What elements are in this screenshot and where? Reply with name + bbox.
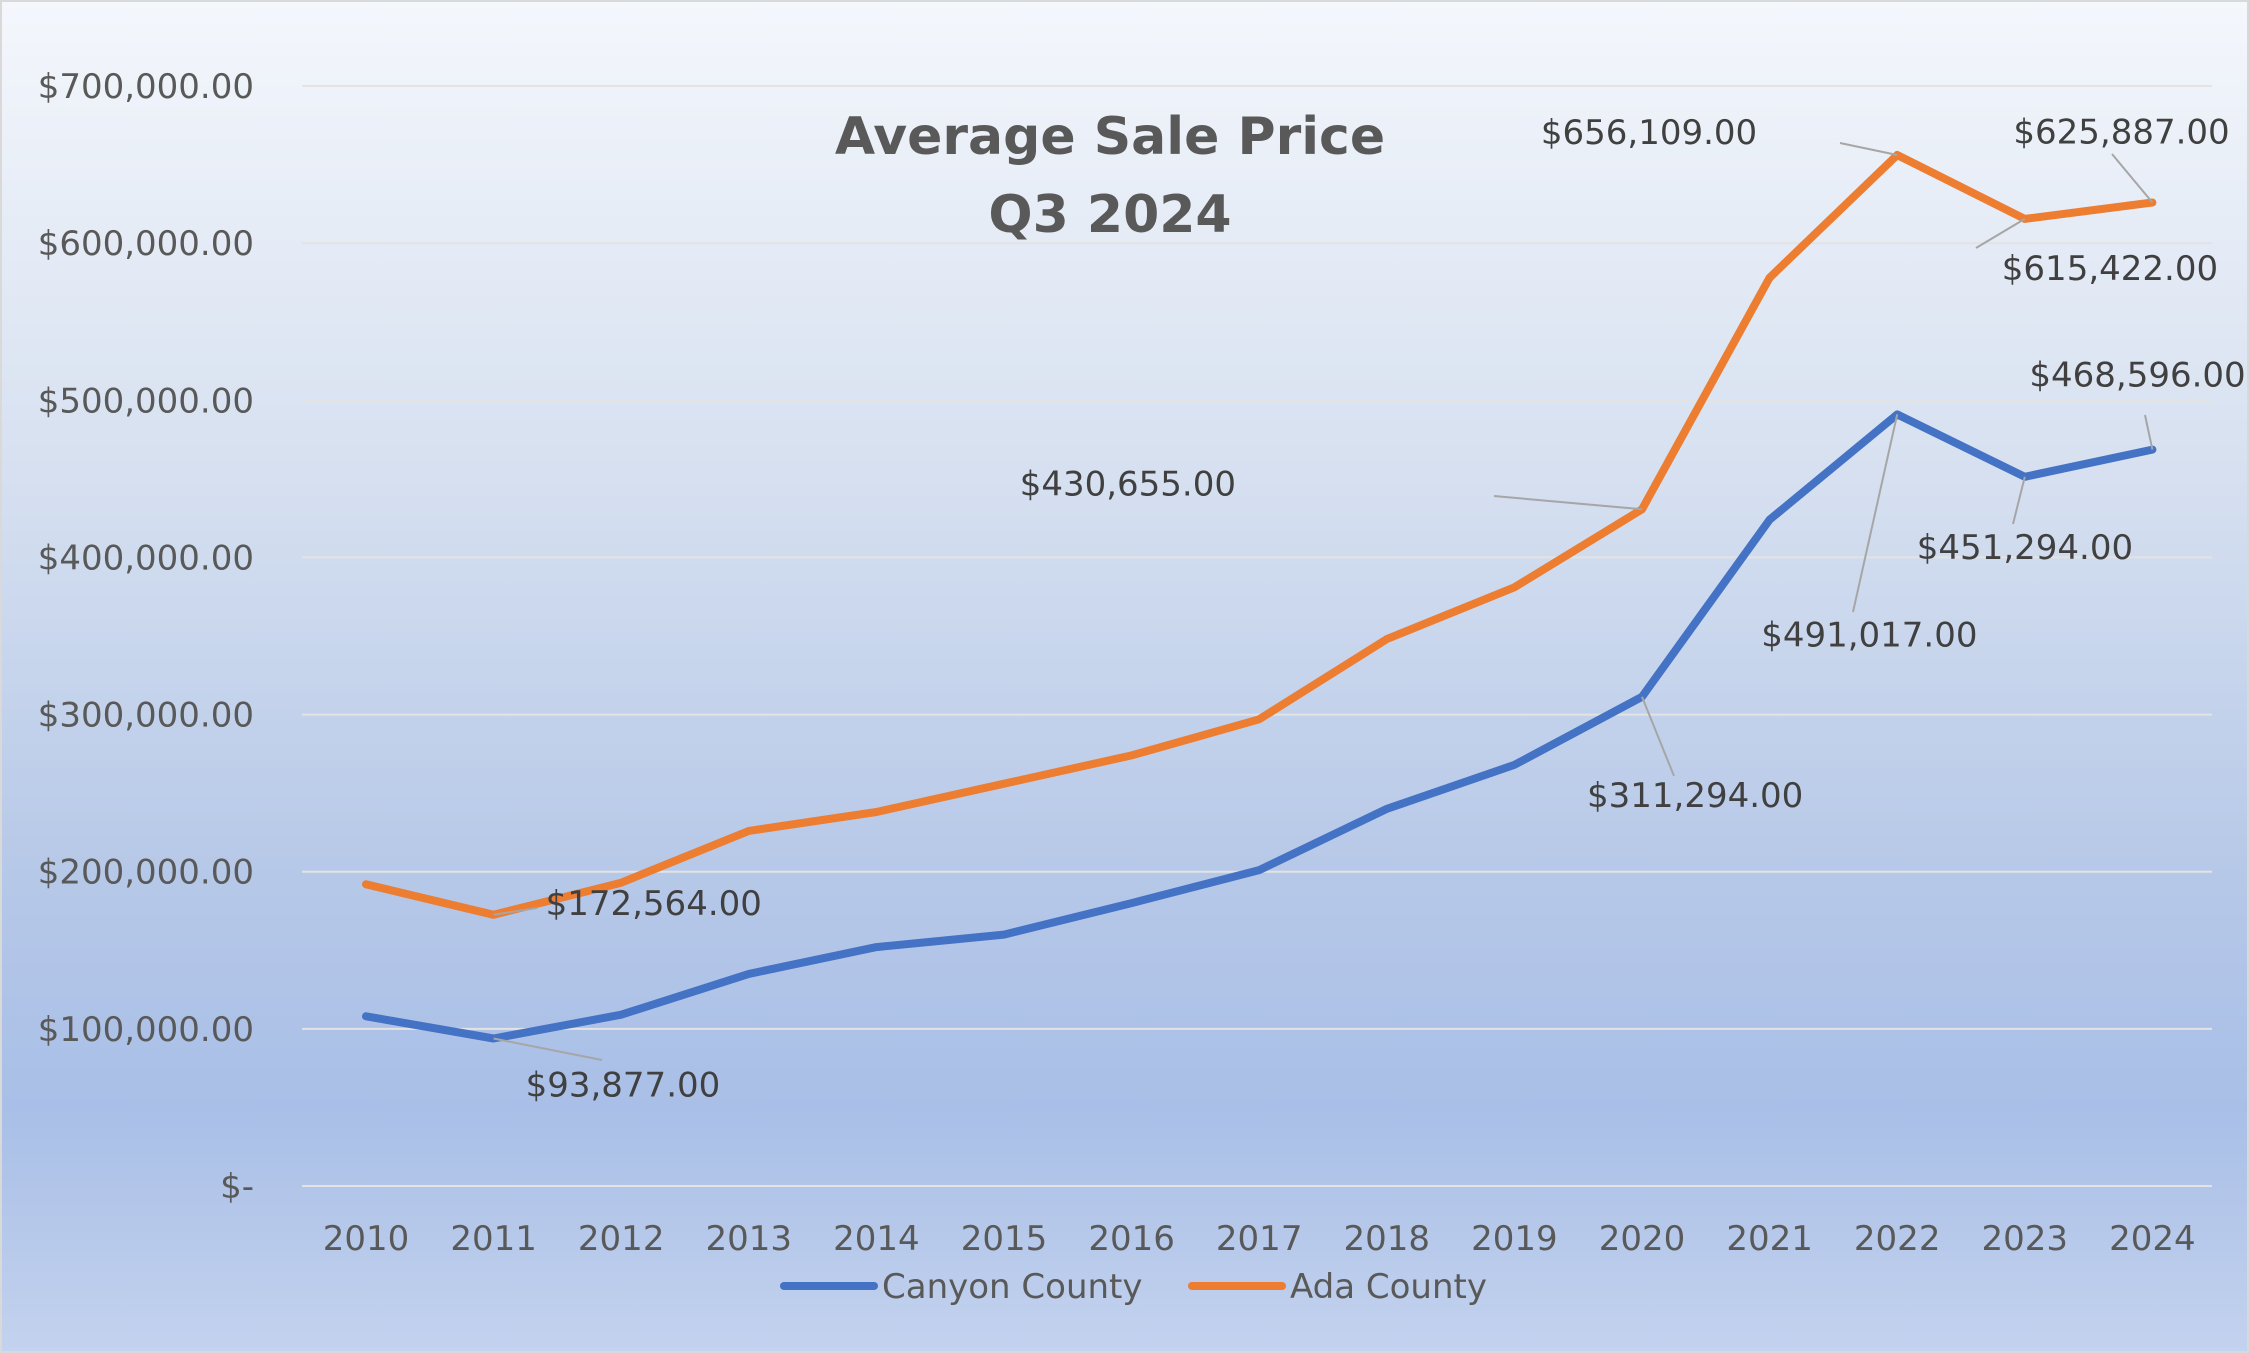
data-labels: $93,877.00 $311,294.00 $491,017.00 $451,294… (526, 112, 2246, 1105)
data-label-canyon-county-2020: $311,294.00 (1587, 776, 1803, 816)
data-point-ada-county-2021 (1767, 275, 1773, 281)
leader-line-ada-county-2020 (1493, 495, 1643, 511)
legend: Canyon County Ada County (780, 1267, 1487, 1307)
x-tick-label-2017: 2017 (1216, 1219, 1303, 1259)
x-tick-label-2019: 2019 (1471, 1219, 1558, 1259)
x-tick-label-2021: 2021 (1726, 1219, 1813, 1259)
leader-line-canyon-county-2020 (1641, 696, 1675, 777)
y-tick-label: $200,000.00 (38, 853, 254, 893)
leader-line-ada-county-2022 (1839, 142, 1898, 156)
data-point-canyon-county-2016 (1129, 900, 1135, 906)
y-axis-tick-labels: $- $100,000.00 $200,000.00 $300,000.00 $400,… (38, 67, 254, 1207)
leader-line-canyon-county-2023 (2012, 476, 2026, 525)
data-label-canyon-county-2022: $491,017.00 (1761, 615, 1977, 655)
x-tick-label-2012: 2012 (578, 1219, 665, 1259)
x-tick-label-2010: 2010 (323, 1219, 410, 1259)
data-point-ada-county-2016 (1129, 752, 1135, 758)
x-tick-label-2022: 2022 (1854, 1219, 1941, 1259)
data-label-canyon-county-2023: $451,294.00 (1917, 528, 2133, 568)
data-point-canyon-county-2010 (363, 1013, 369, 1019)
leader-line-canyon-county-2024 (2144, 414, 2154, 450)
leader-line-canyon-county-2011 (493, 1037, 603, 1061)
series-lines (362, 151, 2157, 1043)
x-tick-label-2013: 2013 (706, 1219, 793, 1259)
leader-line-ada-county-2011 (493, 907, 538, 916)
x-tick-label-2015: 2015 (961, 1219, 1048, 1259)
y-tick-label: $700,000.00 (38, 67, 254, 107)
data-point-ada-county-2014 (873, 809, 879, 815)
data-point-canyon-county-2017 (1256, 867, 1262, 873)
data-point-ada-county-2012 (618, 880, 624, 886)
data-point-canyon-county-2018 (1384, 806, 1390, 812)
series-line-canyon-county (362, 410, 2157, 1043)
data-point-ada-county-2010 (363, 881, 369, 887)
y-tick-label: $100,000.00 (38, 1010, 254, 1050)
x-axis-tick-labels: 2010 2011 2012 2013 2014 2015 2016 2017 2018 2019… (323, 1219, 2196, 1259)
x-tick-label-2024: 2024 (2109, 1219, 2196, 1259)
chart-title-line-1: Average Sale Price (835, 107, 1385, 167)
leader-line-canyon-county-2022 (1852, 414, 1899, 613)
series-line-ada-county (362, 151, 2157, 919)
data-point-canyon-county-2014 (873, 944, 879, 950)
x-tick-label-2016: 2016 (1088, 1219, 1175, 1259)
data-label-ada-county-2011: $172,564.00 (546, 884, 762, 924)
data-label-canyon-county-2024: $468,596.00 (2029, 356, 2245, 396)
data-point-ada-county-2017 (1256, 716, 1262, 722)
x-tick-label-2014: 2014 (833, 1219, 920, 1259)
chart-title: Average Sale Price Q3 2024 (835, 107, 1385, 245)
leader-line-ada-county-2024 (2111, 153, 2154, 204)
data-point-ada-county-2011 (491, 912, 497, 918)
leader-line-ada-county-2023 (1975, 218, 2026, 249)
data-point-canyon-county-2019 (1511, 762, 1517, 768)
data-label-leader-lines (493, 142, 2154, 1061)
chart-title-line-2: Q3 2024 (988, 185, 1231, 245)
y-tick-label: $400,000.00 (38, 538, 254, 578)
y-tick-label: $- (220, 1167, 254, 1207)
data-point-ada-county-2015 (1001, 781, 1007, 787)
legend-label-ada-county: Ada County (1290, 1267, 1487, 1307)
data-point-ada-county-2019 (1511, 584, 1517, 590)
x-tick-label-2011: 2011 (450, 1219, 537, 1259)
x-tick-label-2023: 2023 (1982, 1219, 2069, 1259)
x-tick-label-2020: 2020 (1599, 1219, 1686, 1259)
data-point-canyon-county-2013 (746, 971, 752, 977)
data-point-ada-county-2013 (746, 828, 752, 834)
data-label-ada-county-2022: $656,109.00 (1541, 113, 1757, 153)
data-label-ada-county-2020: $430,655.00 (1020, 464, 1236, 504)
data-label-ada-county-2024: $625,887.00 (2013, 112, 2229, 152)
data-label-canyon-county-2011: $93,877.00 (526, 1065, 721, 1105)
x-tick-label-2018: 2018 (1344, 1219, 1431, 1259)
data-point-ada-county-2018 (1384, 636, 1390, 642)
legend-label-canyon-county: Canyon County (882, 1267, 1143, 1307)
y-tick-label: $500,000.00 (38, 381, 254, 421)
data-point-canyon-county-2021 (1767, 517, 1773, 523)
y-tick-label: $300,000.00 (38, 696, 254, 736)
data-label-ada-county-2023: $615,422.00 (2002, 249, 2218, 289)
y-tick-label: $600,000.00 (38, 224, 254, 264)
data-point-canyon-county-2015 (1001, 932, 1007, 938)
data-point-canyon-county-2012 (618, 1012, 624, 1018)
